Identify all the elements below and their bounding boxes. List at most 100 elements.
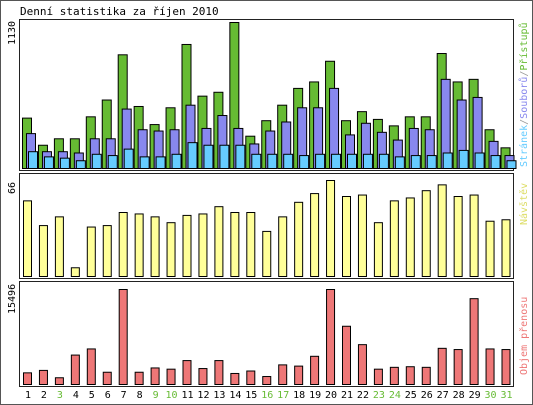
bar-stranek <box>171 153 182 170</box>
bar-stranek <box>267 153 278 170</box>
bar-stranek <box>331 153 342 170</box>
bar-navstev <box>23 200 32 277</box>
day-label: 28 <box>453 390 465 401</box>
legend-souboru: Souborů <box>518 77 530 119</box>
bar-objem <box>342 325 351 385</box>
bar-objem <box>453 349 463 386</box>
bar-stranek <box>506 160 517 169</box>
day-label: 2 <box>41 390 47 401</box>
day-label: 29 <box>469 390 481 401</box>
bar-stranek <box>139 156 150 170</box>
bar-objem <box>389 366 399 386</box>
bar-stranek <box>43 156 54 170</box>
bar-navstev <box>86 226 96 277</box>
bar-navstev <box>246 212 256 277</box>
bar-objem <box>118 289 128 385</box>
day-label: 26 <box>421 390 433 401</box>
bar-objem <box>262 376 272 386</box>
day-label: 30 <box>485 390 497 401</box>
bar-navstev <box>150 216 160 277</box>
bar-stranek <box>283 153 294 170</box>
bar-stranek <box>490 155 501 170</box>
panel-middle-ymax-label: 66 <box>7 182 18 194</box>
bar-objem <box>230 372 240 386</box>
bar-objem <box>134 371 144 385</box>
bar-navstev <box>134 213 144 277</box>
bar-navstev <box>453 196 463 277</box>
legend-navstev: Návštěv <box>518 183 530 225</box>
bar-navstev <box>342 196 351 277</box>
bar-objem <box>278 364 288 385</box>
bar-objem <box>310 355 320 385</box>
panel-bottom-legend: Objem přenosu <box>518 297 530 375</box>
day-label: 11 <box>181 390 193 401</box>
bar-stranek <box>426 155 437 170</box>
bar-stranek <box>203 144 214 169</box>
panel-top-ymax-label: 1130 <box>7 21 18 45</box>
bar-navstev <box>485 220 495 278</box>
panel-bottom-frame <box>19 281 514 387</box>
bar-stranek <box>219 144 230 169</box>
bar-objem <box>421 366 431 386</box>
day-label: 31 <box>500 390 512 401</box>
bar-objem <box>357 344 367 385</box>
bar-objem <box>150 367 160 385</box>
bar-objem <box>86 348 96 386</box>
bar-navstev <box>54 216 64 277</box>
day-label: 1 <box>25 390 31 401</box>
day-label: 7 <box>121 390 127 401</box>
bar-stranek <box>155 156 166 170</box>
bar-navstev <box>70 267 80 278</box>
day-label: 8 <box>137 390 143 401</box>
day-label: 15 <box>245 390 257 401</box>
bar-navstev <box>357 194 367 277</box>
day-label: 4 <box>73 390 79 401</box>
bar-stranek <box>75 160 86 169</box>
day-label: 27 <box>437 390 449 401</box>
bar-stranek <box>362 153 373 170</box>
bar-stranek <box>91 153 102 170</box>
bar-navstev <box>294 201 304 277</box>
bar-stranek <box>187 142 198 169</box>
bar-navstev <box>389 200 399 277</box>
bar-stranek <box>378 153 389 170</box>
legend-stranek: Stránek <box>518 125 530 167</box>
day-label: 21 <box>341 390 353 401</box>
panel-bottom-ymax-label: 15496 <box>7 284 18 314</box>
bar-stranek <box>123 148 134 170</box>
day-label: 18 <box>293 390 305 401</box>
day-label: 5 <box>89 390 95 401</box>
panel-middle-legend: Návštěv <box>518 183 530 225</box>
bar-objem <box>23 372 32 386</box>
day-label: 16 <box>261 390 273 401</box>
chart-title: Denní statistika za říjen 2010 <box>20 5 219 18</box>
bar-navstev <box>501 219 511 277</box>
x-axis-day-labels: 1 2 3 4 5 6 7 8 9 10 11 12 13 14 15 16 17 18 19 20 21 22 23 24 2… <box>25 390 513 401</box>
bar-stranek <box>59 157 70 169</box>
bar-objem <box>214 360 224 386</box>
bar-stranek <box>315 153 326 170</box>
bar-objem <box>485 348 495 386</box>
day-label: 13 <box>213 390 225 401</box>
day-label: 12 <box>197 390 209 401</box>
panel-top-legend: Stránek/Souborů/Přístupů <box>518 22 530 167</box>
bar-objem <box>294 365 304 385</box>
bar-navstev <box>214 206 224 278</box>
bar-objem <box>102 371 112 385</box>
bar-navstev <box>166 222 176 278</box>
bar-navstev <box>405 197 415 277</box>
bar-navstev <box>38 225 48 278</box>
bar-stranek <box>442 152 453 169</box>
bar-objem <box>70 354 80 386</box>
bar-objem <box>54 377 64 385</box>
day-label: 23 <box>373 390 385 401</box>
bar-objem <box>501 349 511 386</box>
bar-navstev <box>437 184 447 277</box>
chart-bars <box>22 22 517 386</box>
bar-stranek <box>474 152 485 169</box>
day-label: 10 <box>166 390 178 401</box>
bar-navstev <box>421 190 431 278</box>
bar-navstev <box>118 212 128 277</box>
bar-stranek <box>458 149 469 169</box>
